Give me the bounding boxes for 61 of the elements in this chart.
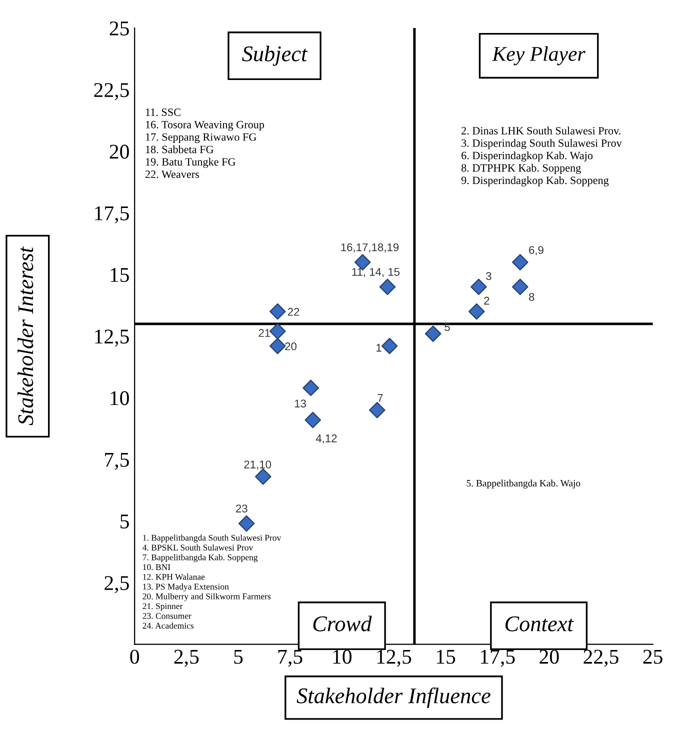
- annotation: 4,12: [316, 434, 337, 444]
- y-tick-label: 2,5: [104, 576, 129, 594]
- annotation: 7: [378, 394, 383, 402]
- x-tick-label: 17,5: [480, 650, 515, 667]
- annotation: 6,9: [529, 246, 544, 256]
- y-axis-title: Stakeholder Interest: [18, 246, 34, 426]
- annotation: 2: [484, 296, 490, 305]
- x-tick-label: 10: [333, 650, 352, 664]
- x-tick-label: 25: [643, 650, 662, 664]
- y-tick-label: 7,5: [105, 452, 129, 470]
- point: [238, 515, 255, 532]
- annotation: 5. Bappelitbangda Kab. Wajo: [466, 480, 580, 488]
- point: [269, 323, 286, 340]
- y-tick-label: 17,5: [95, 206, 129, 224]
- point: [381, 338, 398, 354]
- annotation: 22: [288, 308, 300, 316]
- y-tick-label: 10: [110, 391, 129, 406]
- x-tick-label: 12,5: [377, 650, 412, 667]
- y-tick-label: 12,5: [95, 330, 129, 347]
- point: [512, 254, 528, 270]
- x-tick-label: 20: [540, 650, 559, 664]
- annotation: 21: [258, 329, 270, 337]
- annotation: 16,17,18,19: [341, 243, 399, 253]
- point: [302, 380, 319, 396]
- text: 1. Bappelitbangda South Sulawesi Prov 4. BPSKL South Sulawesi Prov 7. Bappelitbangda Kab. Soppeng 10. BNI 12. KPH Walanae 13. PS Madya Extension 20. Mulberry and Silkworm Farmers 21. Spinner 23. Consumer 24. Academics: [142, 534, 282, 629]
- annotation: 11. SSC 16. Tosora Weaving Group 17. Seppang Riwawo FG 18. Sabbeta FG 19. Batu Tungke FG 22. Weavers: [145, 108, 264, 178]
- annotation: 21,10: [244, 460, 272, 470]
- x-tick-label: 15: [436, 650, 456, 664]
- annotation: Context: [505, 616, 574, 632]
- point: [269, 338, 286, 354]
- annotation: 11, 14, 15: [352, 268, 400, 278]
- annotation: 1: [376, 344, 382, 352]
- x-axis-title: Stakeholder Influence: [296, 687, 490, 708]
- point: [269, 303, 286, 320]
- annotation: Key Player: [492, 46, 586, 66]
- y-tick-label: 5: [120, 514, 129, 528]
- annotation: Crowd: [313, 616, 372, 632]
- y-tick-label: 22,5: [94, 83, 129, 100]
- annotation: 8: [528, 292, 534, 301]
- x-tick-label: 5: [234, 650, 243, 664]
- point: [468, 303, 485, 320]
- annotation: 5: [444, 323, 450, 332]
- annotation: 13: [294, 400, 306, 408]
- annotation: Subject: [242, 46, 308, 66]
- y-tick-label: 20: [110, 144, 129, 159]
- y-tick-label: 15: [110, 268, 129, 282]
- point: [379, 278, 396, 296]
- annotation: 2. Dinas LHK South Sulawesi Prov. 3. Disperindag South Sulawesi Prov 6. Disperindagkop Kab. Wajo 8. DTPHPK Kab. Soppeng 9. Disperindagkop Kab. Soppeng: [461, 126, 622, 186]
- x-tick-label: 7,5: [278, 650, 302, 667]
- x-tick-label: 2,5: [174, 650, 199, 667]
- annotation: 3: [486, 272, 492, 280]
- point: [368, 402, 386, 418]
- annotation: 23: [236, 504, 248, 512]
- point: [304, 412, 322, 428]
- point: [470, 278, 487, 296]
- point: [424, 326, 442, 342]
- x-tick-label: 0: [130, 650, 140, 664]
- annotation: 20: [285, 342, 296, 350]
- y-tick-label: 25: [110, 21, 129, 36]
- point: [512, 278, 528, 296]
- x-tick-label: 22,5: [584, 650, 618, 667]
